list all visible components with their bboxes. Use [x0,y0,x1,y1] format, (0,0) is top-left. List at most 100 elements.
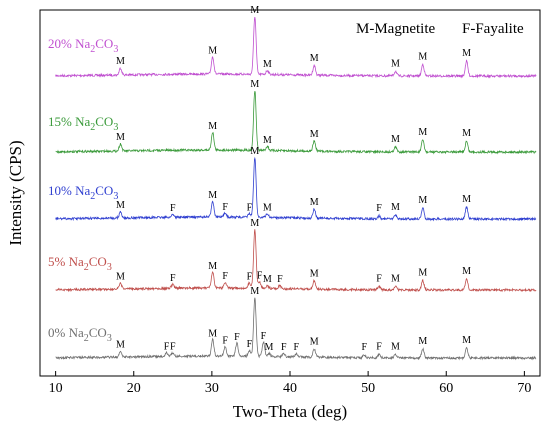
x-tick-label: 40 [283,381,297,396]
x-tick-label: 20 [127,381,141,396]
x-tick-label: 60 [439,381,453,396]
peak-label: F [261,331,267,342]
series-label-sub2: 3 [113,191,118,202]
peak-label: M [462,266,471,277]
series-label-main: 15% Na [48,114,90,129]
peak-label: F [222,336,228,347]
legend: M-Magnetite F-Fayalite [356,21,524,37]
peak-label: M [418,195,427,206]
series-label-sub: 2 [90,191,95,202]
peak-label: M [264,342,273,353]
xrd-trace [55,17,537,79]
peak-label: M [391,58,400,69]
xrd-trace [55,297,537,361]
peak-label: M [391,134,400,145]
series-label: 15% Na2CO3 [48,114,118,133]
legend-item: M-Magnetite [356,21,435,37]
series-label-tail: CO [95,36,113,51]
peak-label: M [263,59,272,70]
peak-label: M [208,328,217,339]
peak-label: M [250,286,259,297]
x-tick-label: 10 [49,381,63,396]
series-label: 0% Na2CO3 [48,325,112,344]
peak-label: M [116,200,125,211]
series-label-tail: CO [95,183,113,198]
series-label-sub: 2 [90,44,95,55]
peak-label: F [293,342,299,353]
x-axis-ticks: 10 20 30 40 50 60 70 [49,371,531,396]
series-label-sub: 2 [84,333,89,344]
peak-label: M [116,340,125,351]
peak-label: M [250,146,259,157]
series-label-main: 0% Na [48,325,84,340]
series-label-main: 5% Na [48,254,84,269]
peak-label: F [281,342,287,353]
peak-label: M [418,51,427,62]
series-label-tail: CO [95,114,113,129]
peak-label: F [234,332,240,343]
peak-label: M [208,261,217,272]
peak-label: M [250,5,259,16]
peak-label: M [391,202,400,213]
peak-label: M [310,129,319,140]
legend-item: F-Fayalite [462,21,524,37]
series-label-sub: 2 [90,122,95,133]
peak-label: F [164,341,170,352]
series-label: 10% Na2CO3 [48,183,118,202]
series-label: 5% Na2CO3 [48,254,112,273]
peak-label: M [391,273,400,284]
x-axis-title: Two-Theta (deg) [233,402,347,421]
peak-label: M [208,121,217,132]
peak-label: M [462,194,471,205]
peak-label: M [310,269,319,280]
x-tick-label: 50 [361,381,375,396]
peak-label: F [277,274,283,285]
peak-label: F [257,271,263,282]
peak-label: F [222,202,228,213]
peak-label: M [310,337,319,348]
xrd-trace [55,91,537,155]
peak-label: M [310,197,319,208]
peak-label: M [116,56,125,67]
x-tick-label: 30 [205,381,219,396]
peak-label: F [170,273,176,284]
y-axis-title: Intensity (CPS) [6,140,25,245]
x-tick-label: 70 [517,381,531,396]
peak-label: F [222,271,228,282]
peak-label: M [310,53,319,64]
series-label-sub2: 3 [107,333,112,344]
peak-label: M [418,127,427,138]
peak-label: F [170,203,176,214]
peak-label: M [263,274,272,285]
xrd-trace [55,229,537,293]
series-label-main: 20% Na [48,36,90,51]
peak-label: M [462,128,471,139]
peak-label: M [250,79,259,90]
peak-label: M [462,48,471,59]
peak-label: M [250,218,259,229]
peak-label: M [418,268,427,279]
peak-label: F [247,339,253,350]
peak-label: M [418,336,427,347]
peak-label: F [376,273,382,284]
series-label-sub2: 3 [113,44,118,55]
peak-label: F [376,341,382,352]
peak-label: M [462,335,471,346]
series-label-sub2: 3 [113,122,118,133]
peak-label: M [263,202,272,213]
series-label-tail: CO [89,254,107,269]
series-label: 20% Na2CO3 [48,36,118,55]
peak-label: M [208,190,217,201]
series-label-main: 10% Na [48,183,90,198]
xrd-trace [55,156,537,222]
peak-label: M [391,341,400,352]
series-label-sub2: 3 [107,262,112,273]
peak-label: M [116,132,125,143]
peak-label: M [116,272,125,283]
peak-label: F [247,202,253,213]
peak-label: F [247,272,253,283]
peak-label: F [376,203,382,214]
peak-label: M [263,135,272,146]
